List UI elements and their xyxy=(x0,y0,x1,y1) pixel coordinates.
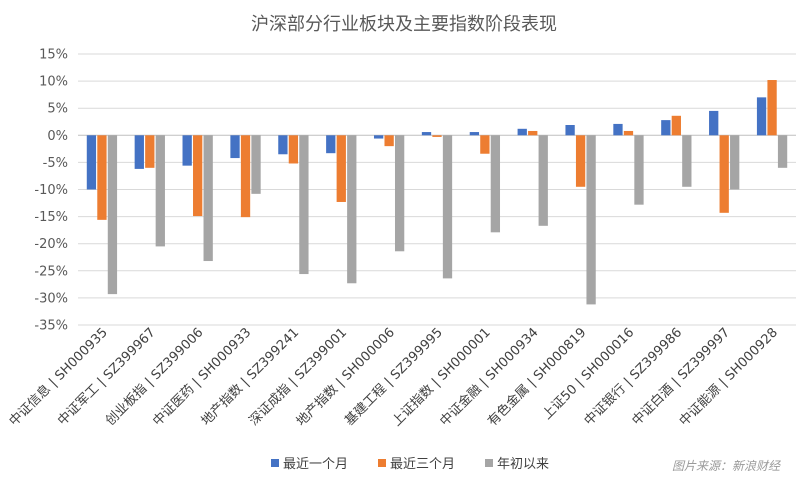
bar xyxy=(251,135,261,194)
bars xyxy=(86,80,788,305)
bar xyxy=(86,135,97,190)
bar xyxy=(565,125,575,136)
y-tick-label: -20% xyxy=(34,237,68,252)
bar xyxy=(671,115,681,136)
y-tick-label: -10% xyxy=(34,183,68,198)
bar xyxy=(480,135,490,154)
bar xyxy=(767,80,777,136)
y-tick-label: 0% xyxy=(47,129,68,144)
legend-swatch xyxy=(485,459,493,467)
bar xyxy=(719,135,729,213)
bar xyxy=(155,135,165,247)
legend-swatch xyxy=(271,459,279,467)
legend-label: 最近三个月 xyxy=(390,457,455,472)
y-tick-label: 10% xyxy=(39,75,68,90)
bar xyxy=(326,135,336,154)
bar xyxy=(528,130,538,136)
bar xyxy=(394,135,405,252)
bar xyxy=(709,110,719,136)
bar xyxy=(661,120,671,136)
bar xyxy=(107,135,118,295)
bar xyxy=(777,135,788,168)
bar xyxy=(538,135,548,226)
y-tick-label: 15% xyxy=(39,48,68,63)
x-tick-label: 中证白酒 | SZ399997 xyxy=(629,325,733,429)
bar xyxy=(299,135,309,275)
bar xyxy=(230,135,240,159)
bar xyxy=(421,132,432,136)
legend-swatch xyxy=(378,459,386,467)
bar xyxy=(682,135,692,187)
bar xyxy=(203,135,213,262)
legend-label: 年初以来 xyxy=(497,457,549,472)
bar xyxy=(145,135,155,168)
y-tick-label: -35% xyxy=(34,319,68,334)
y-axis: 15% 10% 5% 0% -5% -10% -15% -20% -25% -30% -35% xyxy=(34,48,68,334)
y-tick-label: -5% xyxy=(43,156,68,171)
bar xyxy=(756,97,767,136)
bar xyxy=(634,135,644,205)
y-tick-label: -30% xyxy=(34,291,68,306)
bar xyxy=(373,135,384,139)
x-tick-label: 上证50 | SH000016 xyxy=(540,325,637,422)
bar xyxy=(336,135,346,202)
bar xyxy=(575,135,586,187)
gridlines xyxy=(78,53,796,326)
legend-label: 最近一个月 xyxy=(283,457,348,472)
bar xyxy=(613,123,623,136)
bar xyxy=(182,135,192,166)
bar xyxy=(278,135,288,155)
bar xyxy=(240,135,251,218)
source-watermark: 图片来源：新浪财经 xyxy=(672,459,782,473)
bar xyxy=(623,130,634,136)
bar xyxy=(469,132,480,136)
bar xyxy=(384,135,394,147)
chart-title: 沪深部分行业板块及主要指数阶段表现 xyxy=(251,14,557,35)
bar xyxy=(288,135,299,164)
bar xyxy=(193,135,203,217)
bar xyxy=(730,135,740,190)
legend: 最近一个月 最近三个月 年初以来 xyxy=(271,457,549,472)
bar xyxy=(517,128,527,136)
y-tick-label: -15% xyxy=(34,210,68,225)
x-tick-label: 中证能源 | SH000928 xyxy=(677,325,781,429)
y-tick-label: 5% xyxy=(47,102,68,117)
bar xyxy=(347,135,357,284)
bar xyxy=(490,135,501,233)
bar xyxy=(586,135,596,305)
bar xyxy=(134,135,144,169)
bar xyxy=(97,135,107,220)
bar xyxy=(432,135,442,137)
bar xyxy=(442,135,453,279)
y-tick-label: -25% xyxy=(34,264,68,279)
